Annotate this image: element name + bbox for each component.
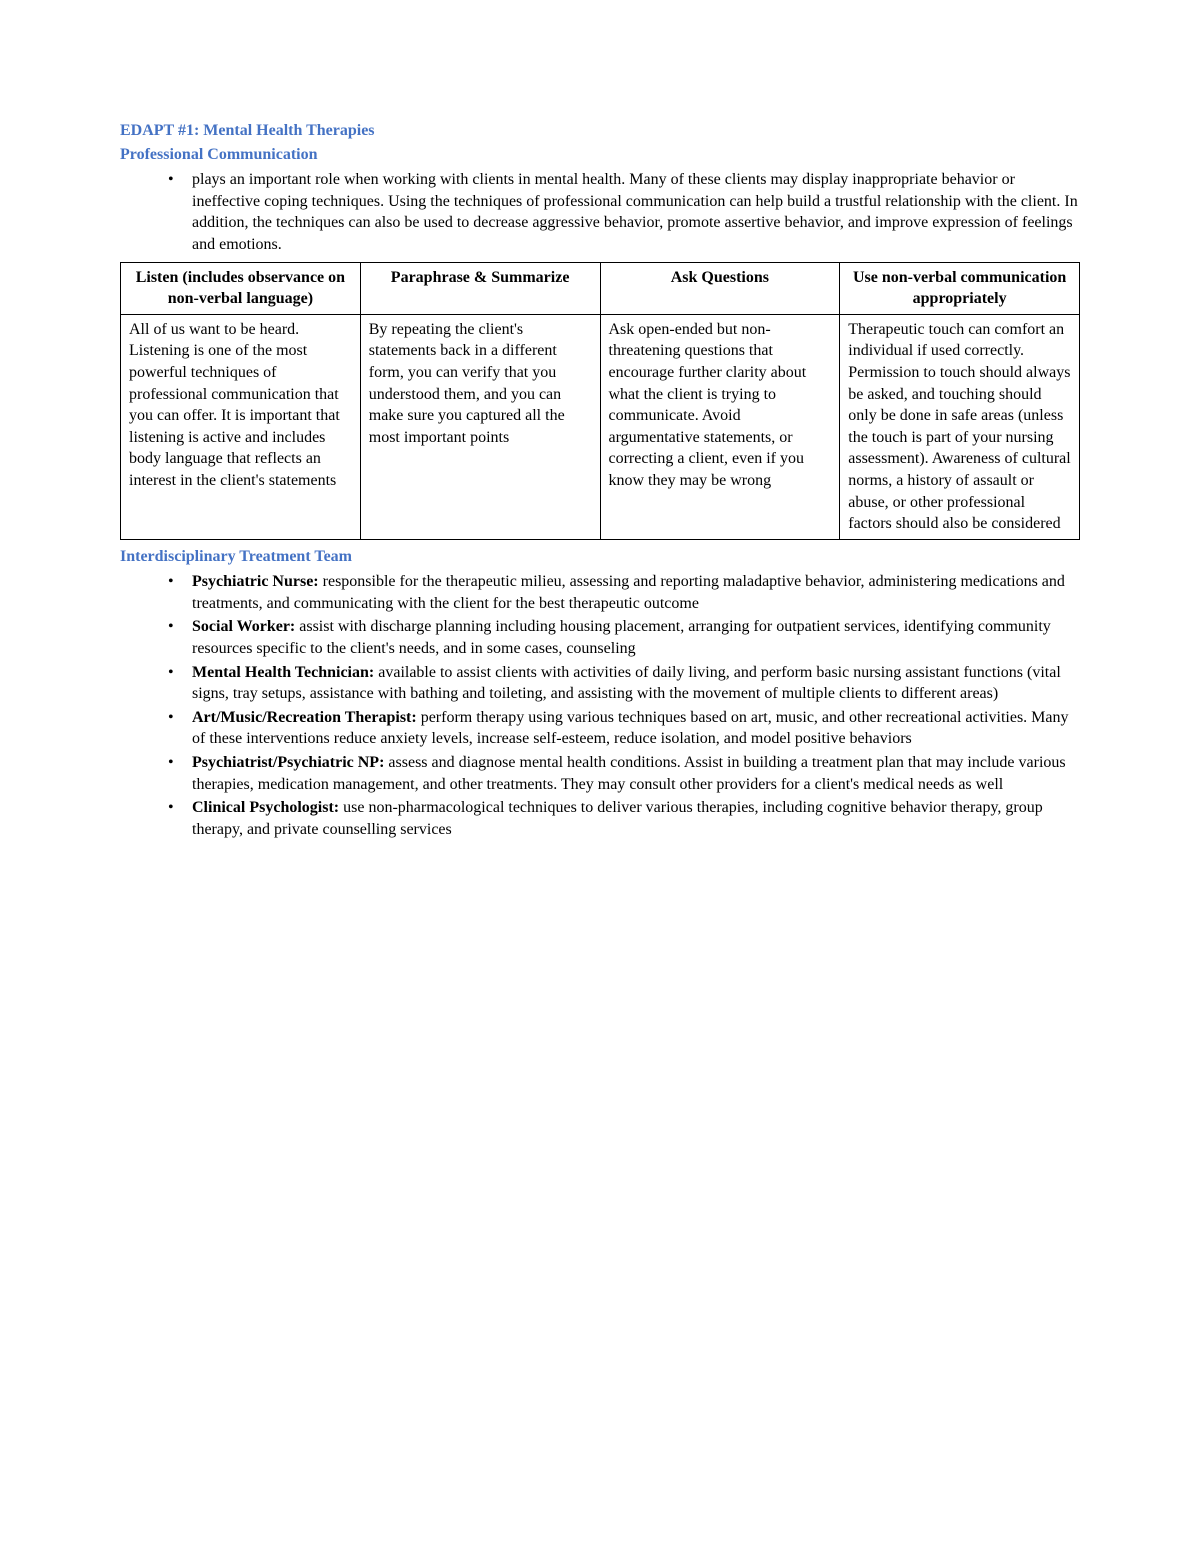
table-row: All of us want to be heard. Listening is…: [121, 314, 1080, 539]
list-item: Art/Music/Recreation Therapist: perform …: [168, 707, 1080, 750]
table-header-ask: Ask Questions: [600, 262, 840, 314]
role-label: Psychiatrist/Psychiatric NP:: [192, 754, 384, 771]
list-item: Social Worker: assist with discharge pla…: [168, 616, 1080, 659]
table-header-row: Listen (includes observance on non-verba…: [121, 262, 1080, 314]
list-item: Mental Health Technician: available to a…: [168, 662, 1080, 705]
role-label: Psychiatric Nurse:: [192, 573, 319, 590]
table-cell-listen: All of us want to be heard. Listening is…: [121, 314, 361, 539]
role-label: Clinical Psychologist:: [192, 799, 339, 816]
main-heading: EDAPT #1: Mental Health Therapies: [120, 120, 1080, 142]
intro-bullet-list: plays an important role when working wit…: [120, 169, 1080, 255]
communication-techniques-table: Listen (includes observance on non-verba…: [120, 262, 1080, 540]
role-desc: assist with discharge planning including…: [192, 618, 1051, 657]
role-label: Mental Health Technician:: [192, 664, 374, 681]
table-header-paraphrase: Paraphrase & Summarize: [360, 262, 600, 314]
table-cell-paraphrase: By repeating the client's statements bac…: [360, 314, 600, 539]
table-header-listen: Listen (includes observance on non-verba…: [121, 262, 361, 314]
table-cell-ask: Ask open-ended but non-threatening quest…: [600, 314, 840, 539]
table-header-nonverbal: Use non-verbal communication appropriate…: [840, 262, 1080, 314]
role-label: Art/Music/Recreation Therapist:: [192, 709, 417, 726]
subheading-professional-communication: Professional Communication: [120, 144, 1080, 166]
list-item: Clinical Psychologist: use non-pharmacol…: [168, 797, 1080, 840]
intro-bullet: plays an important role when working wit…: [168, 169, 1080, 255]
role-label: Social Worker:: [192, 618, 295, 635]
list-item: Psychiatrist/Psychiatric NP: assess and …: [168, 752, 1080, 795]
subheading-interdisciplinary-team: Interdisciplinary Treatment Team: [120, 546, 1080, 568]
team-list: Psychiatric Nurse: responsible for the t…: [120, 571, 1080, 840]
role-desc: responsible for the therapeutic milieu, …: [192, 573, 1065, 612]
table-cell-nonverbal: Therapeutic touch can comfort an individ…: [840, 314, 1080, 539]
list-item: Psychiatric Nurse: responsible for the t…: [168, 571, 1080, 614]
